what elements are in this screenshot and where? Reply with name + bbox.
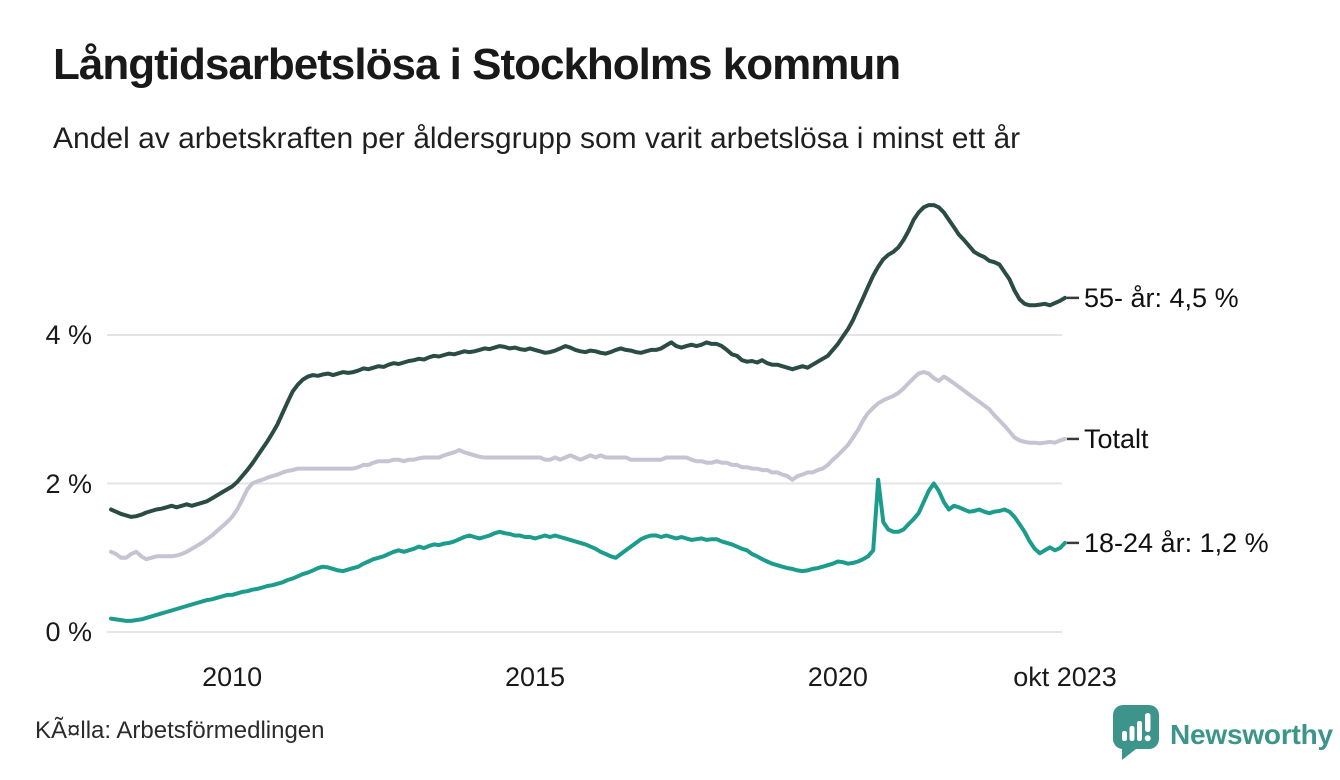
newsworthy-logo-text: Newsworthy [1170, 718, 1333, 750]
series-end-label: 18-24 år: 1,2 % [1084, 527, 1269, 558]
y-axis-label: 0 % [45, 617, 92, 647]
x-axis-label: 2010 [202, 662, 263, 692]
page-title: Långtidsarbetslösa i Stockholms kommun [53, 40, 901, 89]
newsworthy-logo[interactable]: Newsworthy [1112, 704, 1333, 765]
x-axis-label: okt 2023 [1013, 662, 1117, 692]
newsworthy-logo-icon [1112, 704, 1160, 765]
y-axis-label: 4 % [45, 320, 92, 350]
series-line-18-24-r [109, 477, 1067, 623]
x-axis-label: 2020 [807, 662, 868, 692]
series-line-Totalt [109, 370, 1067, 562]
x-axis-label: 2015 [504, 662, 566, 692]
series-end-label: Totalt [1084, 423, 1149, 454]
series-end-label: 55- år: 4,5 % [1084, 282, 1239, 313]
series-line-55-r [109, 203, 1067, 519]
page-subtitle: Andel av arbetskraften per åldersgrupp s… [53, 122, 1021, 155]
source-text: KÃ¤lla: Arbetsförmedlingen [35, 717, 325, 744]
y-axis-label: 2 % [45, 468, 92, 499]
